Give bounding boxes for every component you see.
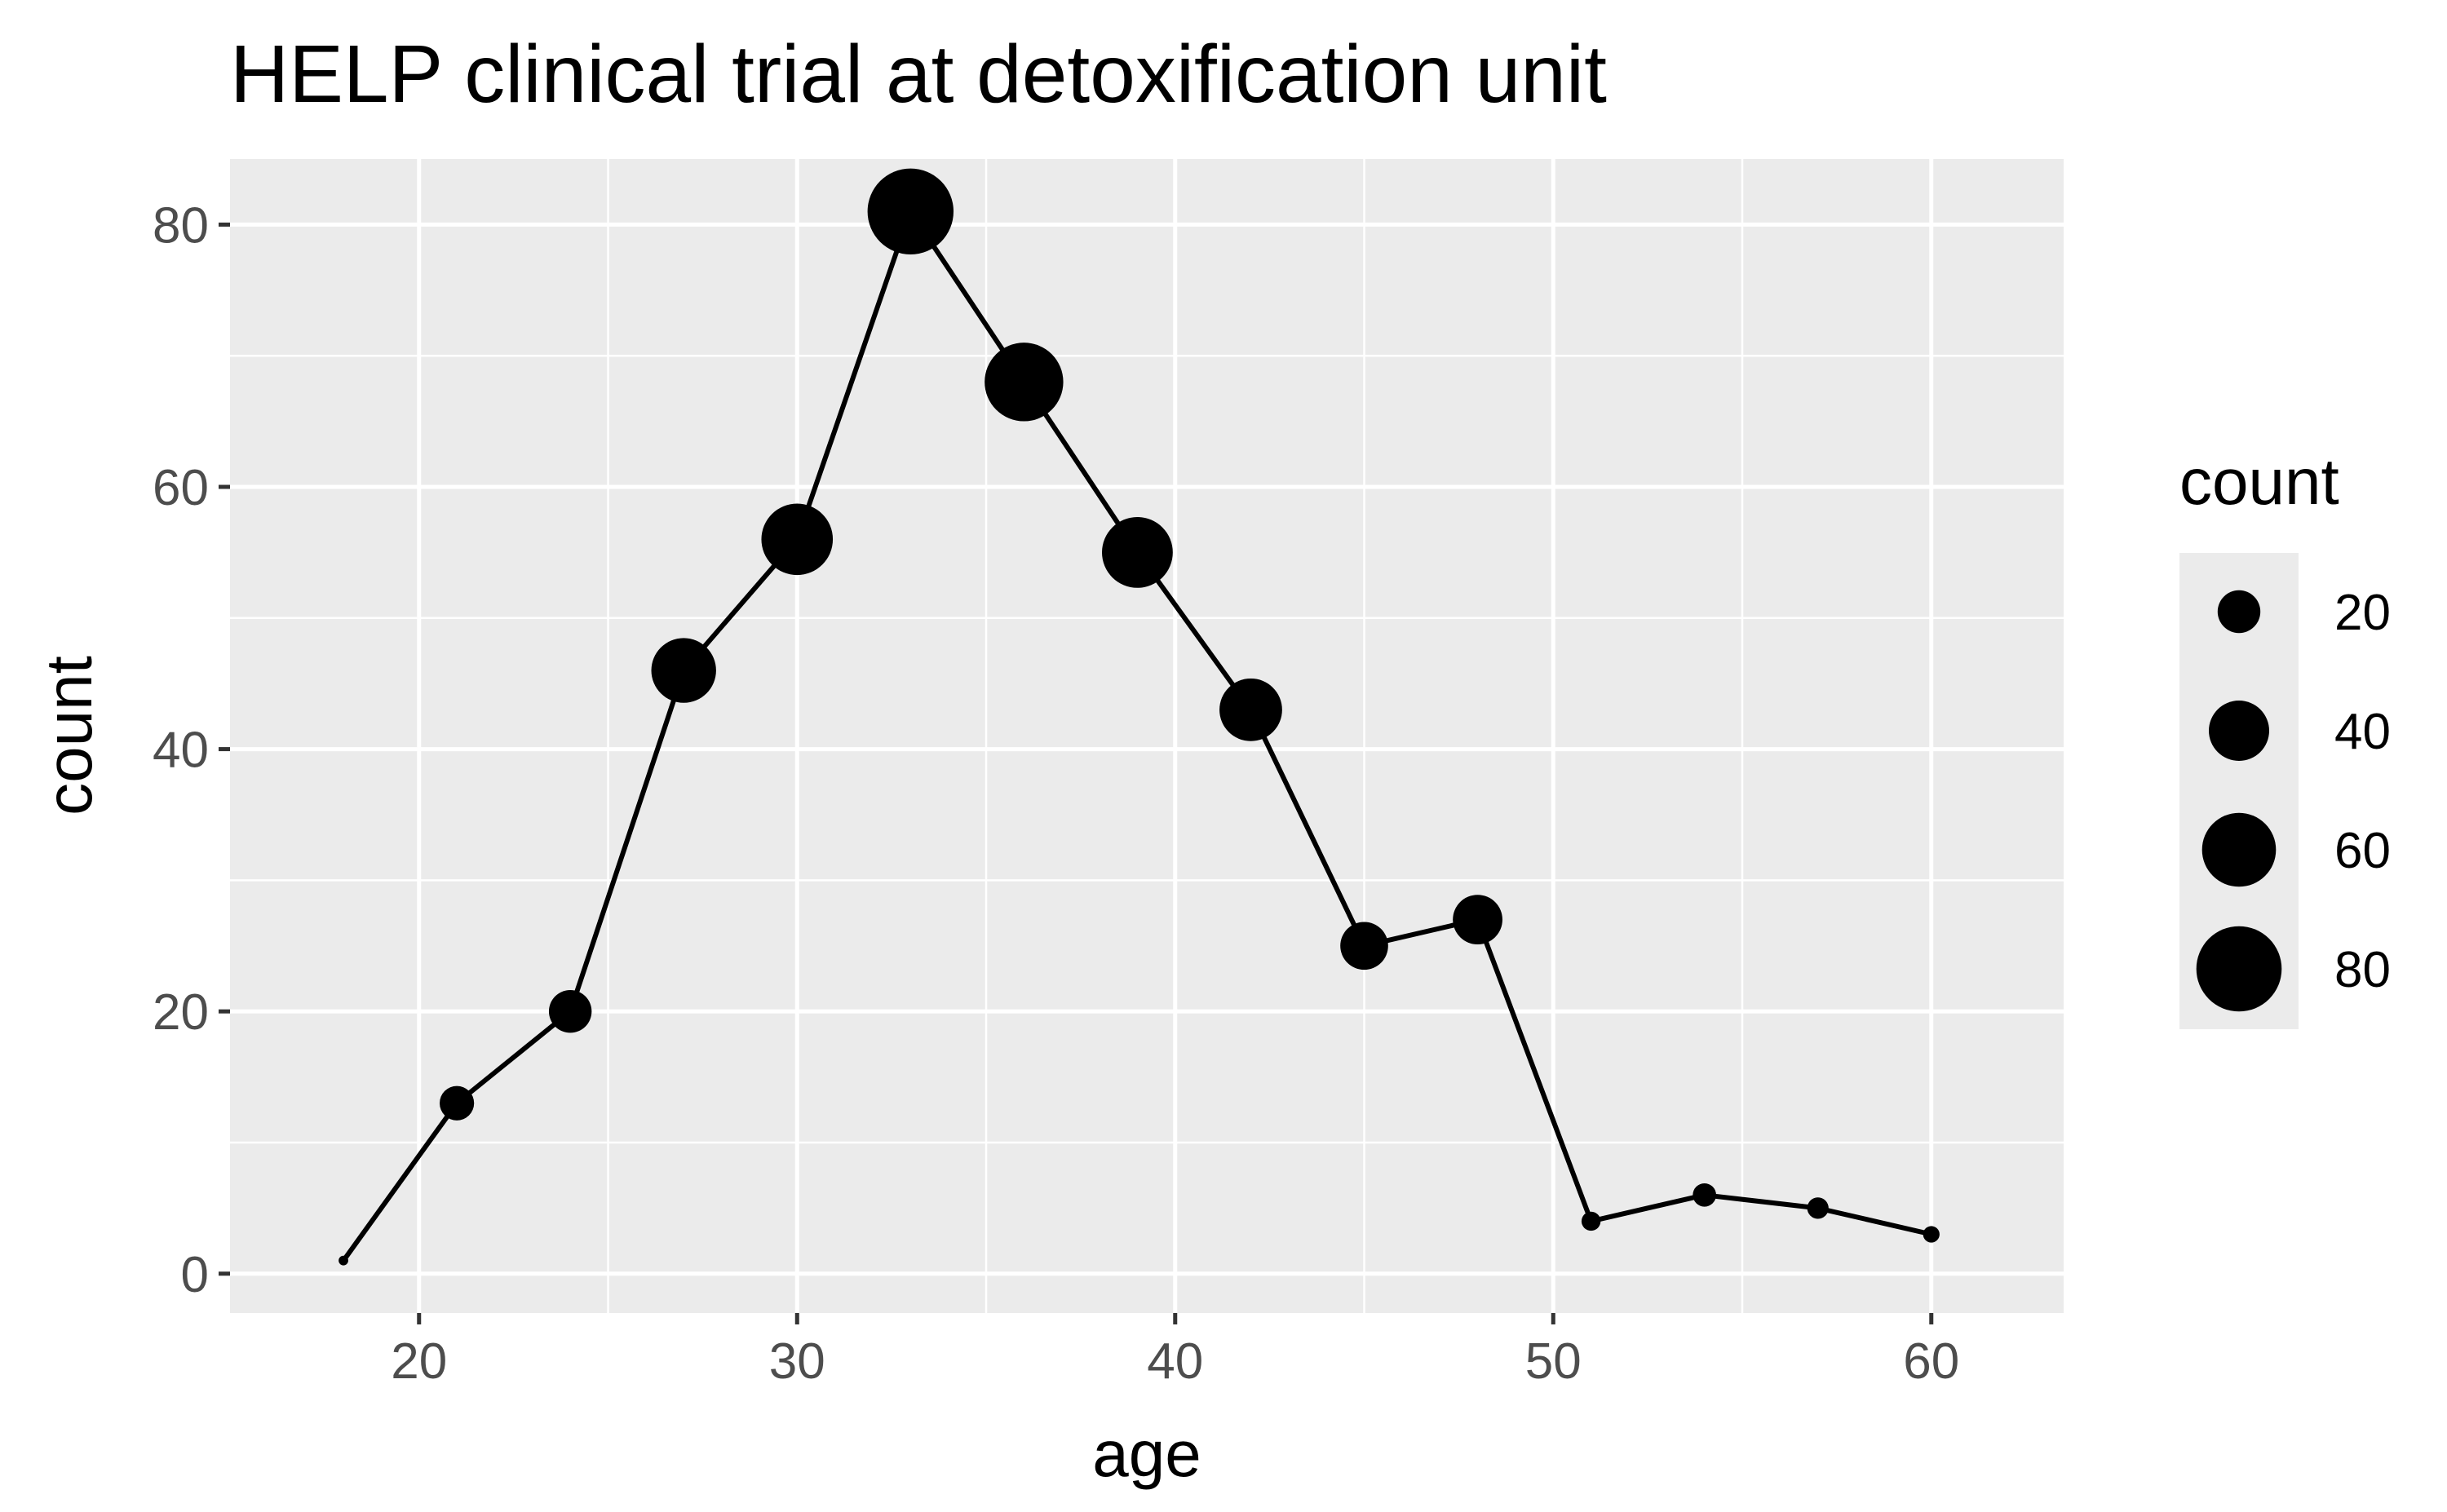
- legend: count 20 40 60 80: [2179, 445, 2391, 1029]
- y-tick-label: 0: [181, 1247, 209, 1303]
- data-point: [651, 638, 716, 703]
- legend-title: count: [2179, 445, 2339, 518]
- legend-entries: 20 40 60 80: [2196, 585, 2391, 1012]
- data-point: [1219, 678, 1282, 741]
- legend-label: 40: [2334, 704, 2391, 760]
- data-point: [1807, 1197, 1829, 1219]
- data-point: [1453, 895, 1502, 945]
- x-tick-label: 30: [769, 1333, 825, 1390]
- x-axis: 20 30 40 50 60: [391, 1313, 1959, 1390]
- y-tick-label: 40: [153, 723, 209, 779]
- data-point: [339, 1255, 348, 1266]
- x-tick-label: 50: [1525, 1333, 1582, 1390]
- y-axis: 0 20 40 60 80: [153, 197, 230, 1303]
- chart-title: HELP clinical trial at detoxification un…: [230, 29, 1607, 120]
- data-points: [339, 168, 1940, 1266]
- data-point: [1102, 516, 1173, 588]
- data-point: [440, 1085, 475, 1121]
- legend-label: 20: [2334, 585, 2391, 641]
- legend-key: [2196, 926, 2282, 1012]
- legend-label: 60: [2334, 823, 2391, 879]
- x-tick-label: 40: [1147, 1333, 1203, 1390]
- data-point: [1340, 922, 1388, 970]
- plot-panel: [230, 159, 2064, 1313]
- y-tick-label: 80: [153, 197, 209, 254]
- data-point: [985, 343, 1064, 422]
- grid-minor: [230, 159, 2064, 1313]
- x-tick-label: 60: [1903, 1333, 1959, 1390]
- x-tick-label: 20: [391, 1333, 447, 1390]
- data-point: [1581, 1211, 1601, 1231]
- data-point: [1923, 1226, 1940, 1243]
- y-axis-title: count: [33, 656, 105, 816]
- legend-label: 80: [2334, 942, 2391, 998]
- data-point: [548, 989, 592, 1033]
- y-tick-label: 60: [153, 460, 209, 516]
- grid-major: [230, 159, 2064, 1313]
- y-tick-label: 20: [153, 984, 209, 1041]
- data-point: [1693, 1183, 1716, 1207]
- legend-key: [2201, 812, 2277, 887]
- legend-key: [2217, 590, 2261, 634]
- legend-key: [2209, 701, 2269, 761]
- data-point: [761, 503, 834, 576]
- data-point: [867, 168, 954, 255]
- x-axis-title: age: [1092, 1417, 1201, 1490]
